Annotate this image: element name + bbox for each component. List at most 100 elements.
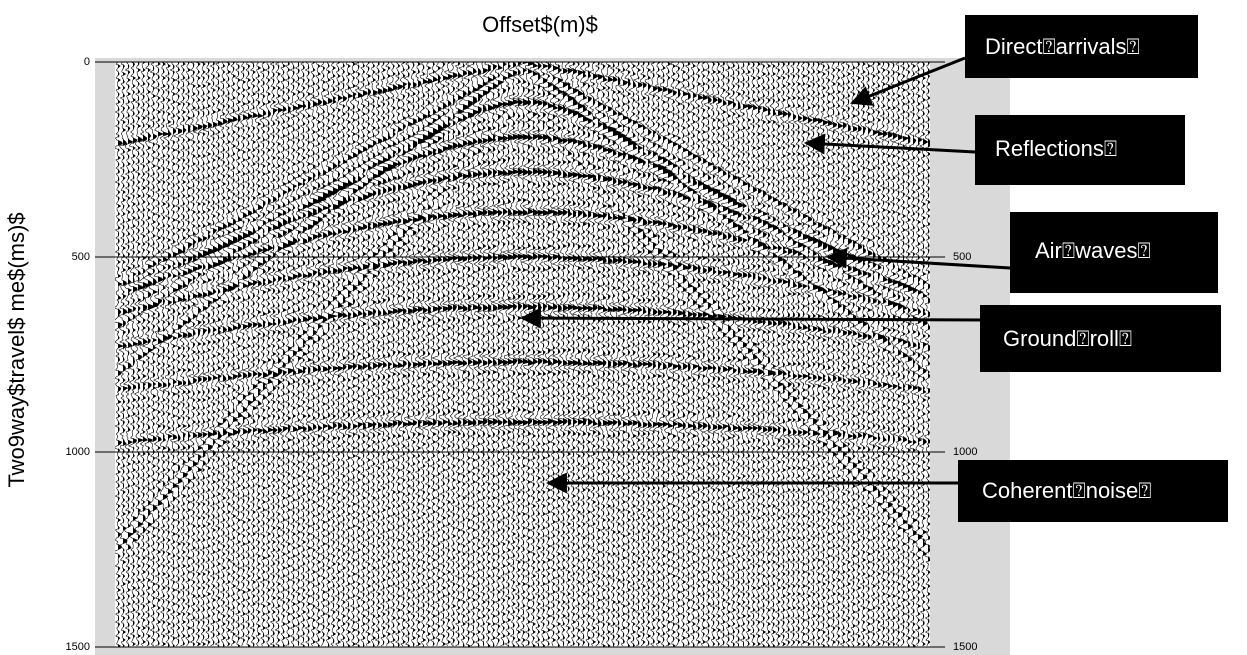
annotation-arrow [850, 56, 966, 106]
trace-wiggle [410, 62, 427, 647]
ticks: 0 500 1000 1500 500 1000 1500 [66, 56, 978, 653]
trace-fill [808, 62, 815, 647]
trace-wiggle [757, 62, 770, 647]
trace-fill [613, 62, 621, 647]
trace-fill [268, 62, 274, 647]
trace-fill [433, 62, 441, 647]
trace-fill [343, 62, 350, 647]
trace-wiggle [356, 62, 370, 647]
trace-wiggle [906, 62, 919, 647]
trace-fill [363, 62, 370, 647]
trace-wiggle [785, 62, 800, 647]
trace-fill [763, 62, 769, 647]
trace-wiggle [866, 62, 880, 647]
trace-fill [788, 62, 793, 647]
trace-wiggle [516, 62, 531, 647]
trace-wiggle [491, 62, 508, 647]
trace-wiggle [366, 62, 382, 647]
trace-wiggle [661, 62, 677, 647]
trace-wiggle [220, 62, 237, 647]
trace-wiggle [761, 62, 777, 647]
trace-fill [558, 62, 565, 647]
trace-fill [173, 62, 180, 647]
trace-wiggle [140, 62, 155, 647]
trace-fill [193, 62, 199, 647]
trace-wiggle [415, 62, 434, 647]
trace-fill [233, 62, 240, 647]
trace-fill [353, 62, 359, 647]
trace-wiggle [641, 62, 655, 647]
trace-wiggle [720, 62, 738, 647]
trace-wiggle [747, 62, 760, 647]
trace-wiggle [862, 62, 875, 647]
y-tick-label: 1000 [953, 446, 977, 458]
trace-wiggle [636, 62, 651, 647]
trace-wiggle [167, 62, 181, 647]
trace-wiggle [555, 62, 570, 647]
trace-wiggle [391, 62, 405, 646]
trace-wiggle [452, 62, 466, 647]
trace-wiggle [806, 62, 820, 647]
trace-wiggle [597, 62, 611, 647]
trace-wiggle [378, 62, 396, 647]
trace-wiggle [402, 62, 416, 647]
trace-wiggle [587, 62, 601, 647]
y-tick-label: 1500 [66, 641, 90, 653]
trace-wiggle [147, 62, 160, 647]
trace-wiggle [832, 62, 846, 647]
trace-wiggle [442, 62, 456, 647]
trace-wiggle [511, 62, 527, 647]
trace-fill [133, 62, 139, 647]
trace-wiggle [565, 62, 582, 647]
annotations: Direct⍰arrivals⍰ Reflections⍰ Air⍰waves⍰… [519, 15, 1228, 522]
trace-fill [163, 62, 170, 647]
trace-wiggle [157, 62, 171, 647]
trace-wiggle [625, 62, 641, 647]
trace-wiggle [172, 62, 185, 647]
trace-wiggle [897, 62, 913, 647]
trace-fill [858, 62, 863, 647]
trace-wiggle [676, 62, 692, 646]
trace-wiggle [299, 62, 315, 647]
trace-fill [118, 62, 124, 647]
trace-wiggle [136, 62, 150, 647]
trace-wiggle [810, 62, 826, 647]
trace-wiggle [856, 62, 869, 647]
annotation-arrow [519, 307, 986, 329]
trace-wiggle [419, 62, 436, 647]
trace-wiggle [212, 62, 227, 647]
trace-wiggle [632, 62, 645, 647]
trace-fill [348, 62, 354, 647]
trace-wiggle [681, 62, 696, 647]
trace-wiggle [671, 62, 684, 647]
trace-wiggle [431, 62, 446, 647]
trace-wiggle [240, 62, 255, 647]
trace-wiggle [690, 62, 705, 647]
trace-wiggle [369, 62, 386, 647]
annotation-label: Ground⍰roll⍰ [1003, 326, 1132, 351]
trace-wiggle [121, 62, 134, 647]
trace-wiggle [526, 62, 541, 647]
trace-fill [758, 62, 766, 647]
trace-fill [198, 62, 203, 647]
trace-wiggle [252, 62, 265, 647]
trace-fill [583, 62, 590, 647]
trace-wiggle [277, 62, 291, 647]
trace-wiggle [697, 62, 714, 647]
trace-wiggle [330, 62, 349, 647]
trace-wiggle [151, 62, 165, 647]
trace-fill [923, 62, 928, 647]
annotation-label: Air⍰waves⍰ [1035, 238, 1151, 263]
trace-wiggle [177, 62, 190, 647]
trace-wiggle [132, 62, 145, 647]
trace-wiggle [196, 62, 210, 647]
trace-wiggle [852, 62, 864, 647]
trace-fill [373, 62, 381, 647]
trace-wiggle [750, 62, 767, 647]
annotation-label: Coherent⍰noise⍰ [982, 478, 1152, 503]
trace-wiggle [621, 62, 638, 647]
trace-wiggle [609, 62, 628, 647]
trace-wiggle [201, 62, 215, 647]
trace-wiggle [447, 62, 461, 647]
